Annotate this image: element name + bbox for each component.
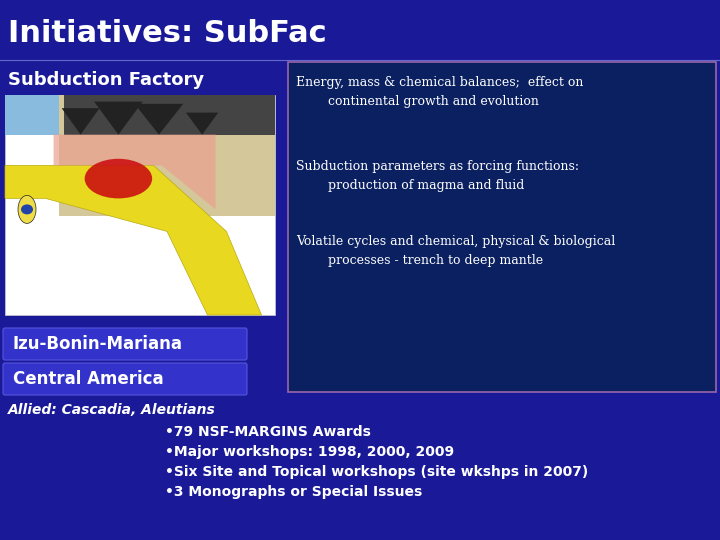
Ellipse shape	[18, 195, 36, 224]
Ellipse shape	[21, 205, 33, 214]
Text: •79 NSF-MARGINS Awards: •79 NSF-MARGINS Awards	[165, 425, 371, 439]
Text: Central America: Central America	[13, 370, 163, 388]
Polygon shape	[135, 104, 183, 134]
Polygon shape	[53, 134, 215, 210]
Text: Subduction parameters as forcing functions:
        production of magma and flui: Subduction parameters as forcing functio…	[296, 160, 579, 192]
Text: •Major workshops: 1998, 2000, 2009: •Major workshops: 1998, 2000, 2009	[165, 445, 454, 459]
FancyBboxPatch shape	[3, 363, 247, 395]
Text: Subduction Factory: Subduction Factory	[8, 71, 204, 89]
Text: Izu-Bonin-Mariana: Izu-Bonin-Mariana	[13, 335, 183, 353]
Polygon shape	[62, 108, 99, 134]
Text: Volatile cycles and chemical, physical & biological
        processes - trench t: Volatile cycles and chemical, physical &…	[296, 235, 616, 267]
Text: Energy, mass & chemical balances;  effect on
        continental growth and evol: Energy, mass & chemical balances; effect…	[296, 76, 583, 108]
FancyBboxPatch shape	[288, 62, 716, 392]
Polygon shape	[186, 113, 218, 134]
Text: Allied: Cascadia, Aleutians: Allied: Cascadia, Aleutians	[8, 403, 216, 417]
Text: •3 Monographs or Special Issues: •3 Monographs or Special Issues	[165, 485, 422, 499]
Text: Initiatives: SubFac: Initiatives: SubFac	[8, 19, 327, 49]
Text: •Six Site and Topical workshops (site wkshps in 2007): •Six Site and Topical workshops (site wk…	[165, 465, 588, 479]
Bar	[5, 95, 275, 134]
Ellipse shape	[85, 159, 152, 198]
FancyBboxPatch shape	[3, 328, 247, 360]
Polygon shape	[64, 95, 275, 134]
Bar	[59, 95, 275, 216]
FancyBboxPatch shape	[5, 95, 275, 315]
Polygon shape	[94, 102, 143, 134]
Polygon shape	[5, 165, 261, 315]
